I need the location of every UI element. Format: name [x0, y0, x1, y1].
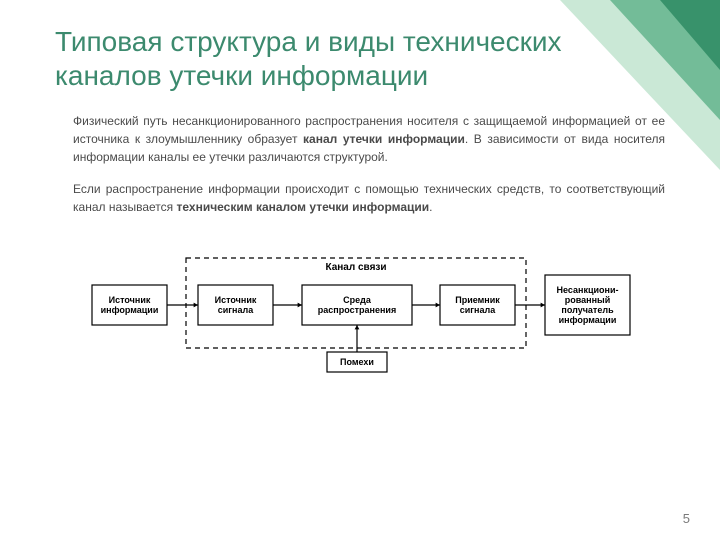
- svg-text:Помехи: Помехи: [340, 357, 374, 367]
- svg-text:Канал связи: Канал связи: [325, 262, 386, 273]
- svg-text:рованный: рованный: [565, 295, 611, 305]
- svg-text:Источник: Источник: [109, 295, 151, 305]
- p2-text-b: .: [429, 200, 432, 214]
- svg-text:информации: информации: [559, 315, 617, 325]
- slide: Типовая структура и виды технических кан…: [0, 0, 720, 540]
- p2-bold: техническим каналом утечки информации: [177, 200, 430, 214]
- svg-text:сигнала: сигнала: [460, 305, 496, 315]
- svg-text:распространения: распространения: [318, 305, 396, 315]
- svg-text:сигнала: сигнала: [218, 305, 254, 315]
- svg-text:Среда: Среда: [343, 295, 372, 305]
- page-number: 5: [683, 511, 690, 526]
- p1-bold: канал утечки информации: [303, 132, 465, 146]
- svg-text:информации: информации: [101, 305, 159, 315]
- svg-text:Несанкциони-: Несанкциони-: [557, 285, 619, 295]
- diagram-container: Канал связиИсточникинформацииИсточниксиг…: [80, 230, 640, 380]
- svg-text:получатель: получатель: [561, 305, 614, 315]
- slide-title: Типовая структура и виды технических кан…: [55, 25, 665, 92]
- paragraph-2: Если распространение информации происход…: [55, 180, 665, 216]
- channel-diagram: Канал связиИсточникинформацииИсточниксиг…: [80, 230, 640, 380]
- svg-text:Источник: Источник: [215, 295, 257, 305]
- svg-text:Приемник: Приемник: [455, 295, 500, 305]
- paragraph-1: Физический путь несанкционированного рас…: [55, 112, 665, 166]
